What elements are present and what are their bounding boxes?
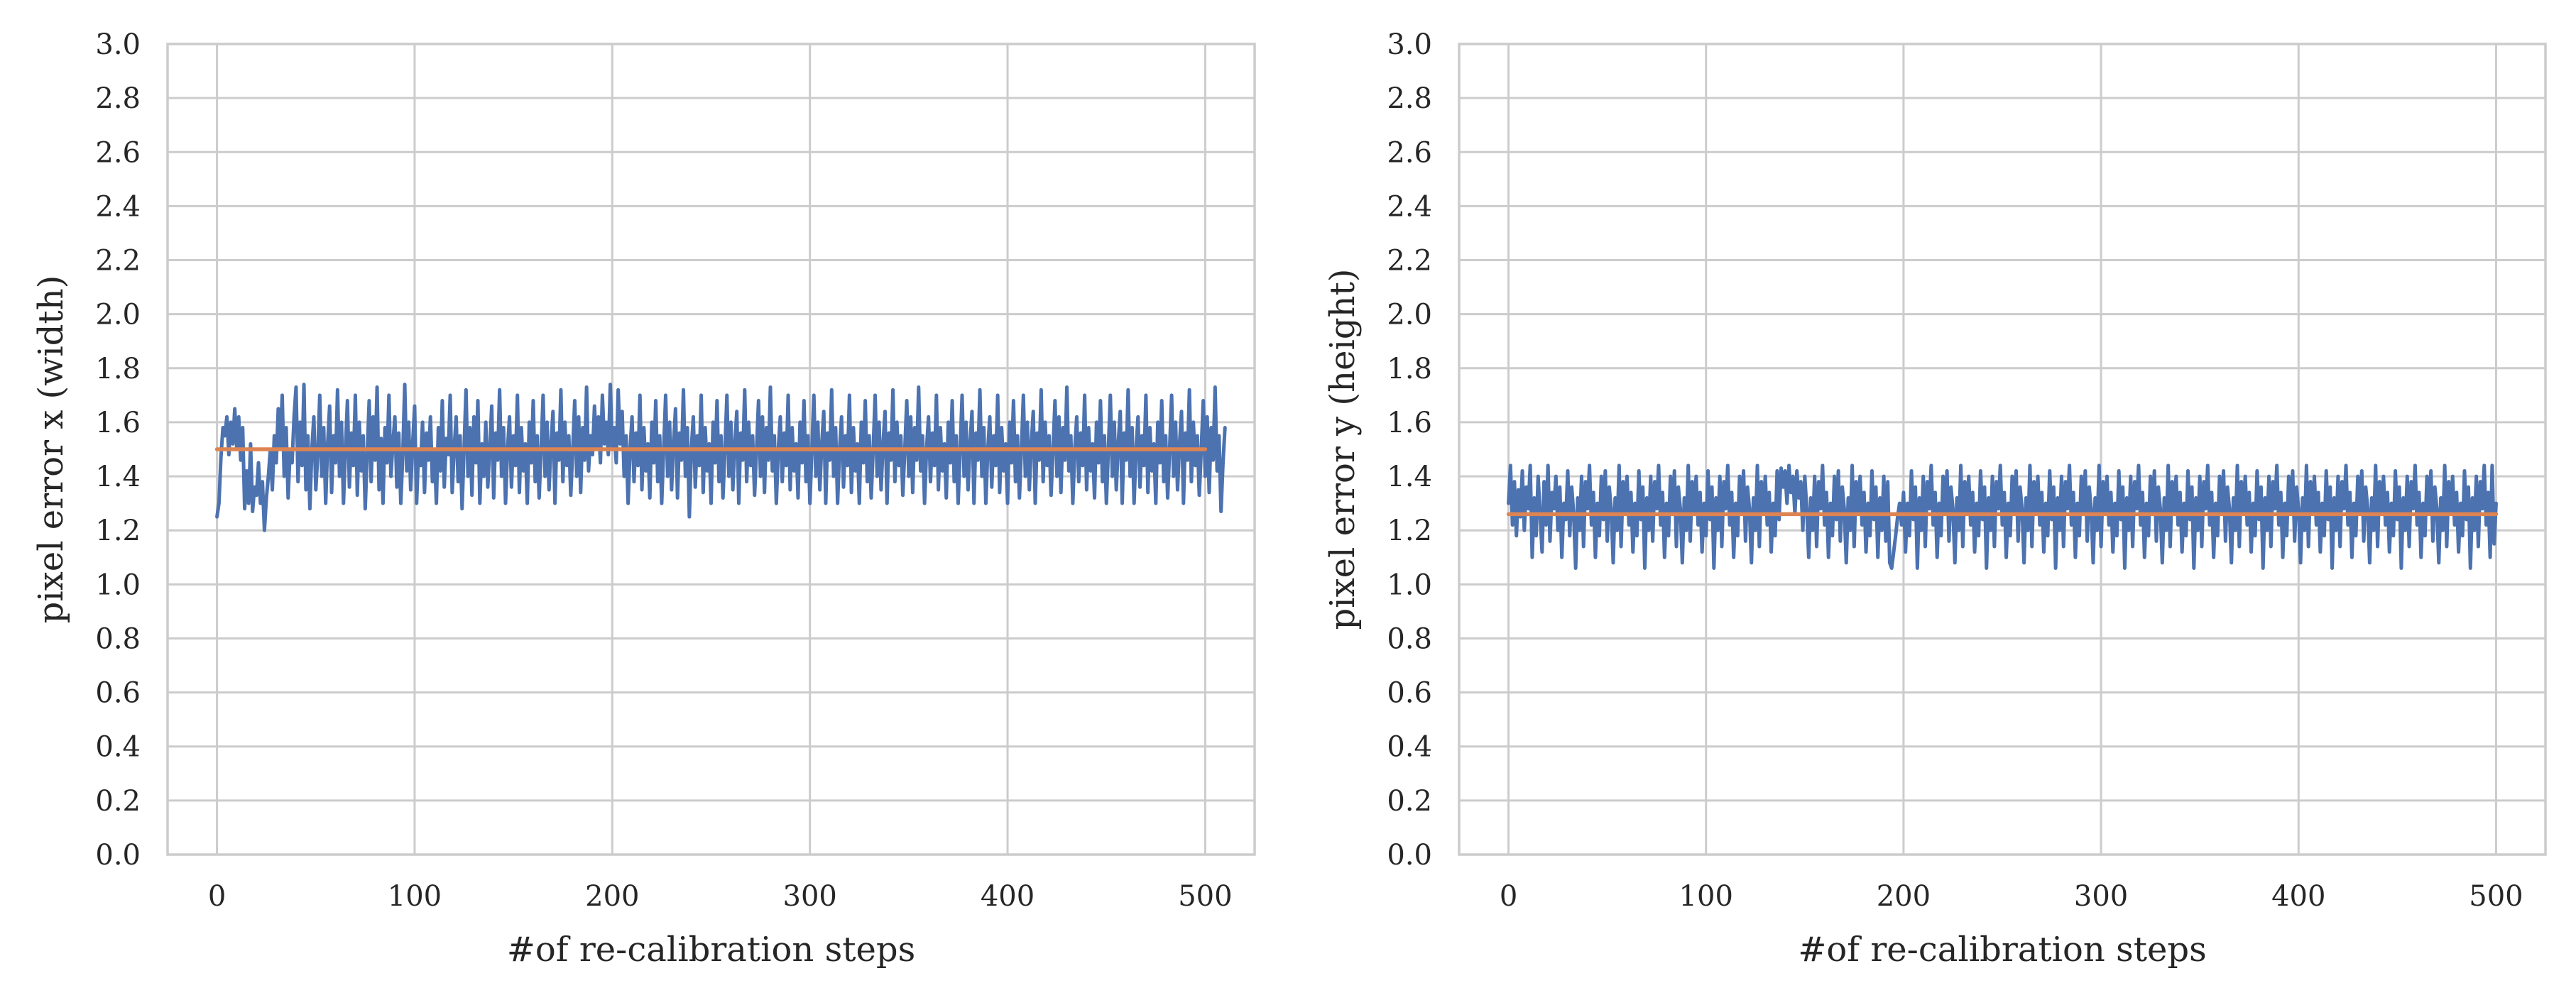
x-tick-label: 500 [1178, 880, 1232, 913]
x-tick-label: 200 [585, 880, 639, 913]
x-tick-label: 0 [1500, 880, 1517, 913]
y-tick-label: 0.2 [95, 785, 141, 818]
x-tick-label: 500 [2469, 880, 2523, 913]
y-tick-label: 1.2 [1387, 515, 1432, 547]
plot-area-frame [1458, 43, 2547, 856]
y-tick-label: 2.2 [1387, 245, 1432, 278]
x-tick-label: 300 [783, 880, 837, 913]
x-axis-label: #of re-calibration steps [507, 930, 916, 970]
x-tick-label: 300 [2074, 880, 2128, 913]
x-tick-label: 100 [388, 880, 442, 913]
y-tick-label: 1.6 [95, 407, 141, 439]
x-tick-label: 400 [981, 880, 1035, 913]
y-tick-label: 1.2 [95, 515, 141, 547]
y-tick-label: 1.8 [95, 353, 141, 385]
y-axis-label: pixel error y (height) [1323, 269, 1363, 630]
y-tick-label: 2.0 [1387, 299, 1432, 331]
y-tick-label: 3.0 [1387, 28, 1432, 61]
subplot-1: 0 100 200 300 400 500 0.0 0.2 0.4 0.6 0.8 1.0 1.2 1.4… [31, 28, 1256, 970]
y-tick-label: 2.6 [95, 136, 141, 169]
y-tick-label: 0.8 [1387, 622, 1432, 655]
y-axis-label: pixel error x (width) [31, 275, 71, 624]
y-tick-label: 0.0 [95, 839, 141, 872]
y-tick-label: 2.0 [95, 299, 141, 331]
y-tick-label: 0.2 [1387, 785, 1432, 818]
y-tick-label: 1.6 [1387, 407, 1432, 439]
y-tick-label: 1.4 [95, 461, 141, 493]
y-tick-label: 2.4 [95, 190, 141, 223]
subplot-2: 0 100 200 300 400 500 0.0 0.2 0.4 0.6 0.8 1.0 1.2 1.4… [1323, 28, 2547, 970]
x-tick-label: 100 [1679, 880, 1733, 913]
y-tick-label: 0.4 [95, 731, 141, 764]
y-tick-label: 2.4 [1387, 190, 1432, 223]
x-tick-label: 400 [2271, 880, 2325, 913]
y-tick-label: 0.6 [95, 677, 141, 710]
y-tick-label: 1.8 [1387, 353, 1432, 385]
y-tick-label: 2.6 [1387, 136, 1432, 169]
y-tick-label: 2.2 [95, 245, 141, 278]
x-tick-label: 200 [1877, 880, 1931, 913]
y-tick-label: 0.4 [1387, 731, 1432, 764]
y-tick-label: 0.0 [1387, 839, 1432, 872]
x-tick-label: 0 [208, 880, 226, 913]
y-tick-label: 0.8 [95, 622, 141, 655]
y-tick-label: 2.8 [95, 82, 141, 115]
x-axis-label: #of re-calibration steps [1798, 930, 2207, 970]
y-tick-label: 3.0 [95, 28, 141, 61]
pixel-error-series-line [215, 383, 1227, 532]
y-tick-label: 1.0 [95, 569, 141, 601]
pixel-error-series-line [1507, 463, 2498, 570]
y-tick-label: 0.6 [1387, 677, 1432, 710]
y-tick-label: 1.0 [1387, 569, 1432, 601]
y-tick-label: 1.4 [1387, 461, 1432, 493]
plot-area-frame [166, 43, 1256, 856]
y-tick-label: 2.8 [1387, 82, 1432, 115]
